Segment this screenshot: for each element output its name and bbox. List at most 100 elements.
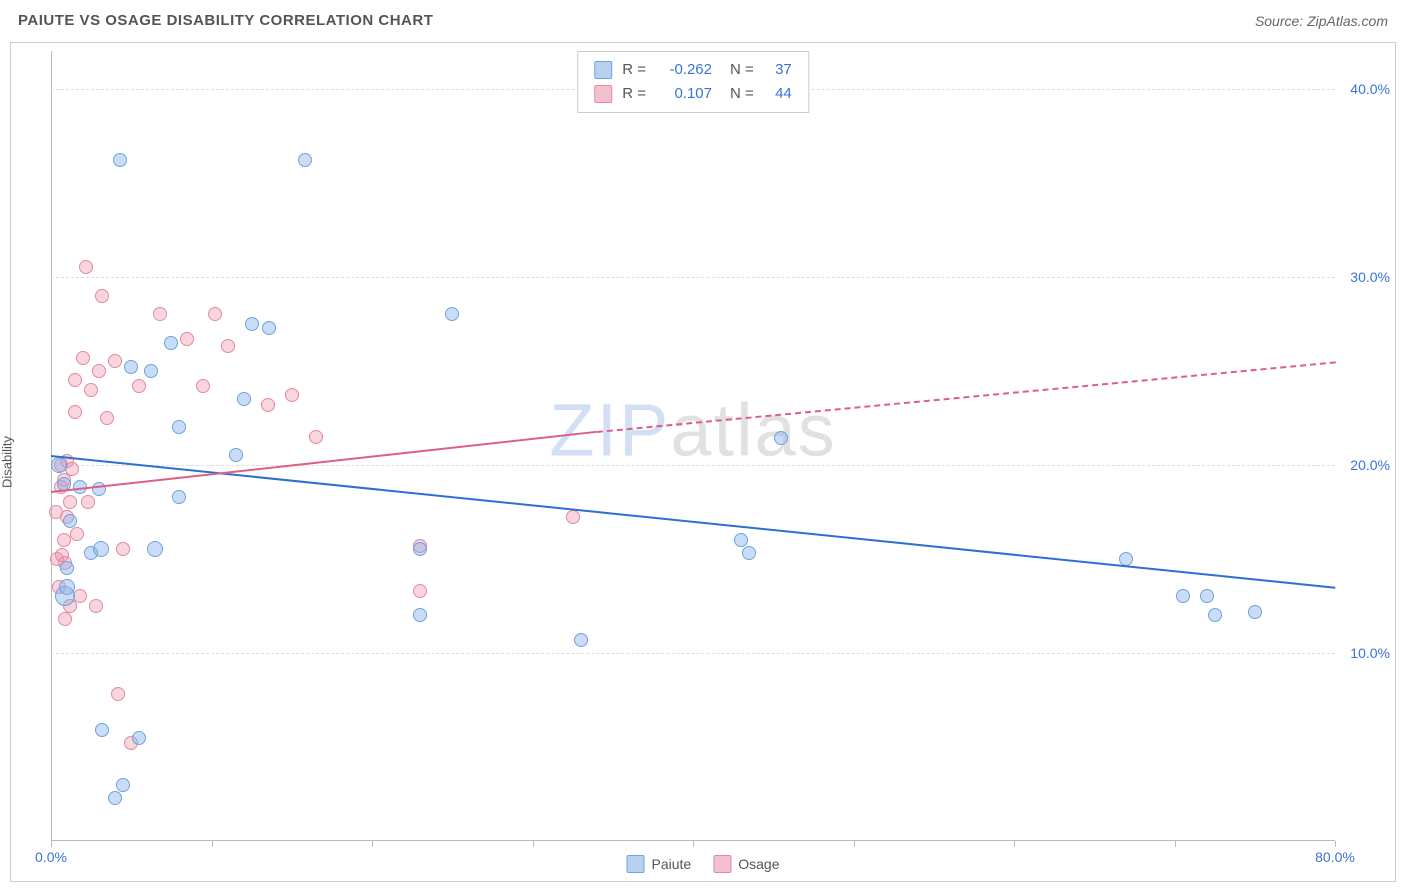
paiute-point	[245, 317, 259, 331]
paiute-point	[51, 457, 67, 473]
osage-point	[100, 411, 114, 425]
osage-point	[180, 332, 194, 346]
x-tick	[212, 841, 213, 847]
paiute-swatch-icon	[627, 855, 645, 873]
paiute-point	[734, 533, 748, 547]
paiute-point	[413, 542, 427, 556]
paiute-point	[108, 791, 122, 805]
paiute-point	[742, 546, 756, 560]
osage-point	[116, 542, 130, 556]
r-label: R =	[622, 82, 646, 106]
x-tick-label: 80.0%	[1315, 849, 1355, 865]
osage-point	[95, 289, 109, 303]
x-tick	[51, 841, 52, 847]
trendline	[51, 455, 1335, 589]
paiute-point	[1248, 605, 1262, 619]
osage-point	[108, 354, 122, 368]
osage-point	[132, 379, 146, 393]
x-tick	[372, 841, 373, 847]
osage-point	[153, 307, 167, 321]
paiute-point	[445, 307, 459, 321]
trendline	[597, 361, 1335, 433]
paiute-point	[574, 633, 588, 647]
osage-point	[208, 307, 222, 321]
osage-point	[309, 430, 323, 444]
osage-swatch-icon	[713, 855, 731, 873]
osage-point	[84, 383, 98, 397]
paiute-point	[774, 431, 788, 445]
osage-point	[89, 599, 103, 613]
paiute-point	[413, 608, 427, 622]
osage-point	[68, 405, 82, 419]
x-tick	[533, 841, 534, 847]
y-tick-label: 20.0%	[1350, 457, 1390, 473]
osage-point	[413, 584, 427, 598]
n-label: N =	[730, 82, 754, 106]
paiute-point	[1119, 552, 1133, 566]
chart-header: PAIUTE VS OSAGE DISABILITY CORRELATION C…	[0, 0, 1406, 37]
legend-item-osage: Osage	[713, 855, 779, 873]
x-tick	[854, 841, 855, 847]
gridline	[51, 277, 1335, 278]
osage-point	[285, 388, 299, 402]
osage-point	[70, 527, 84, 541]
osage-point	[76, 351, 90, 365]
paiute-point	[144, 364, 158, 378]
osage-point	[81, 495, 95, 509]
paiute-n-value: 37	[764, 58, 792, 82]
osage-point	[92, 364, 106, 378]
paiute-point	[95, 723, 109, 737]
series-legend: Paiute Osage	[627, 855, 780, 873]
r-label: R =	[622, 58, 646, 82]
paiute-point	[60, 561, 74, 575]
paiute-point	[59, 579, 75, 595]
paiute-point	[124, 360, 138, 374]
paiute-legend-label: Paiute	[652, 856, 692, 872]
x-tick	[1175, 841, 1176, 847]
x-tick	[1014, 841, 1015, 847]
watermark-atlas: atlas	[670, 389, 836, 472]
gridline	[51, 653, 1335, 654]
paiute-swatch-icon	[594, 61, 612, 79]
paiute-point	[147, 541, 163, 557]
y-tick-label: 30.0%	[1350, 269, 1390, 285]
paiute-point	[132, 731, 146, 745]
n-label: N =	[730, 58, 754, 82]
source-label: Source: ZipAtlas.com	[1255, 13, 1388, 29]
osage-legend-label: Osage	[738, 856, 779, 872]
paiute-point	[113, 153, 127, 167]
x-tick	[1335, 841, 1336, 847]
paiute-r-value: -0.262	[656, 58, 712, 82]
osage-point	[79, 260, 93, 274]
paiute-point	[237, 392, 251, 406]
y-axis-label: Disability	[0, 436, 15, 488]
y-tick-label: 40.0%	[1350, 81, 1390, 97]
legend-item-paiute: Paiute	[627, 855, 692, 873]
paiute-point	[1200, 589, 1214, 603]
paiute-point	[229, 448, 243, 462]
chart-container: Disability ZIPatlas R = -0.262 N = 37 R …	[10, 42, 1396, 882]
osage-point	[111, 687, 125, 701]
osage-point	[58, 612, 72, 626]
paiute-point	[93, 541, 109, 557]
paiute-point	[1176, 589, 1190, 603]
osage-point	[63, 495, 77, 509]
osage-point	[68, 373, 82, 387]
osage-r-value: 0.107	[656, 82, 712, 106]
gridline	[51, 465, 1335, 466]
paiute-point	[172, 420, 186, 434]
paiute-point	[116, 778, 130, 792]
plot-area: ZIPatlas R = -0.262 N = 37 R = 0.107 N =…	[51, 51, 1335, 841]
paiute-point	[172, 490, 186, 504]
osage-point	[221, 339, 235, 353]
y-tick-label: 10.0%	[1350, 645, 1390, 661]
chart-title: PAIUTE VS OSAGE DISABILITY CORRELATION C…	[18, 12, 433, 29]
paiute-point	[1208, 608, 1222, 622]
stats-legend: R = -0.262 N = 37 R = 0.107 N = 44	[577, 51, 809, 113]
osage-point	[566, 510, 580, 524]
osage-point	[196, 379, 210, 393]
paiute-point	[262, 321, 276, 335]
osage-point	[261, 398, 275, 412]
stats-row-osage: R = 0.107 N = 44	[594, 82, 792, 106]
x-tick-label: 0.0%	[35, 849, 67, 865]
